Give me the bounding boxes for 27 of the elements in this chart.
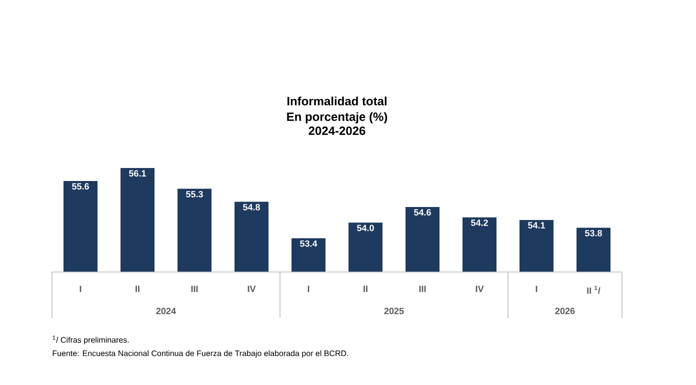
data-label: 54.8 xyxy=(243,204,260,210)
data-label: 55.6 xyxy=(72,183,89,190)
x-tick-label: IV xyxy=(476,286,484,292)
x-tick-label: I xyxy=(308,286,310,292)
chart-title: Informalidad total xyxy=(287,96,386,106)
x-tick-label: I xyxy=(536,286,538,292)
source-note: Fuente: Encuesta Nacional Continua de Fuerza de Trabajo elaborada por el BCRD. xyxy=(52,350,348,358)
data-label: 54.1 xyxy=(528,222,546,228)
text: 2025 xyxy=(384,308,404,314)
data-label: 54.2 xyxy=(471,220,488,226)
x-tick-label: II xyxy=(136,286,140,292)
text: 2026 xyxy=(555,308,575,314)
x-tick-label: III xyxy=(419,286,426,292)
x-tick-label: II xyxy=(364,286,368,292)
data-label: 53.8 xyxy=(585,230,602,236)
data-label: 53.4 xyxy=(300,240,318,247)
x-tick-label: III xyxy=(191,286,198,292)
data-label: 54.0 xyxy=(357,224,374,232)
text: $^{1}$/ Cifras preliminares. xyxy=(52,336,129,344)
data-label: 56.1 xyxy=(129,170,146,177)
chart-subtitle: En porcentaje (%) 2024-2026 xyxy=(287,112,388,135)
x-tick-label: II $^{1}$/ xyxy=(587,286,600,294)
text: 2024 xyxy=(156,308,176,314)
x-tick-label: IV xyxy=(248,286,256,292)
data-label: 54.6 xyxy=(414,209,431,216)
x-tick-label: I xyxy=(80,286,82,292)
data-label: 55.3 xyxy=(186,190,203,198)
